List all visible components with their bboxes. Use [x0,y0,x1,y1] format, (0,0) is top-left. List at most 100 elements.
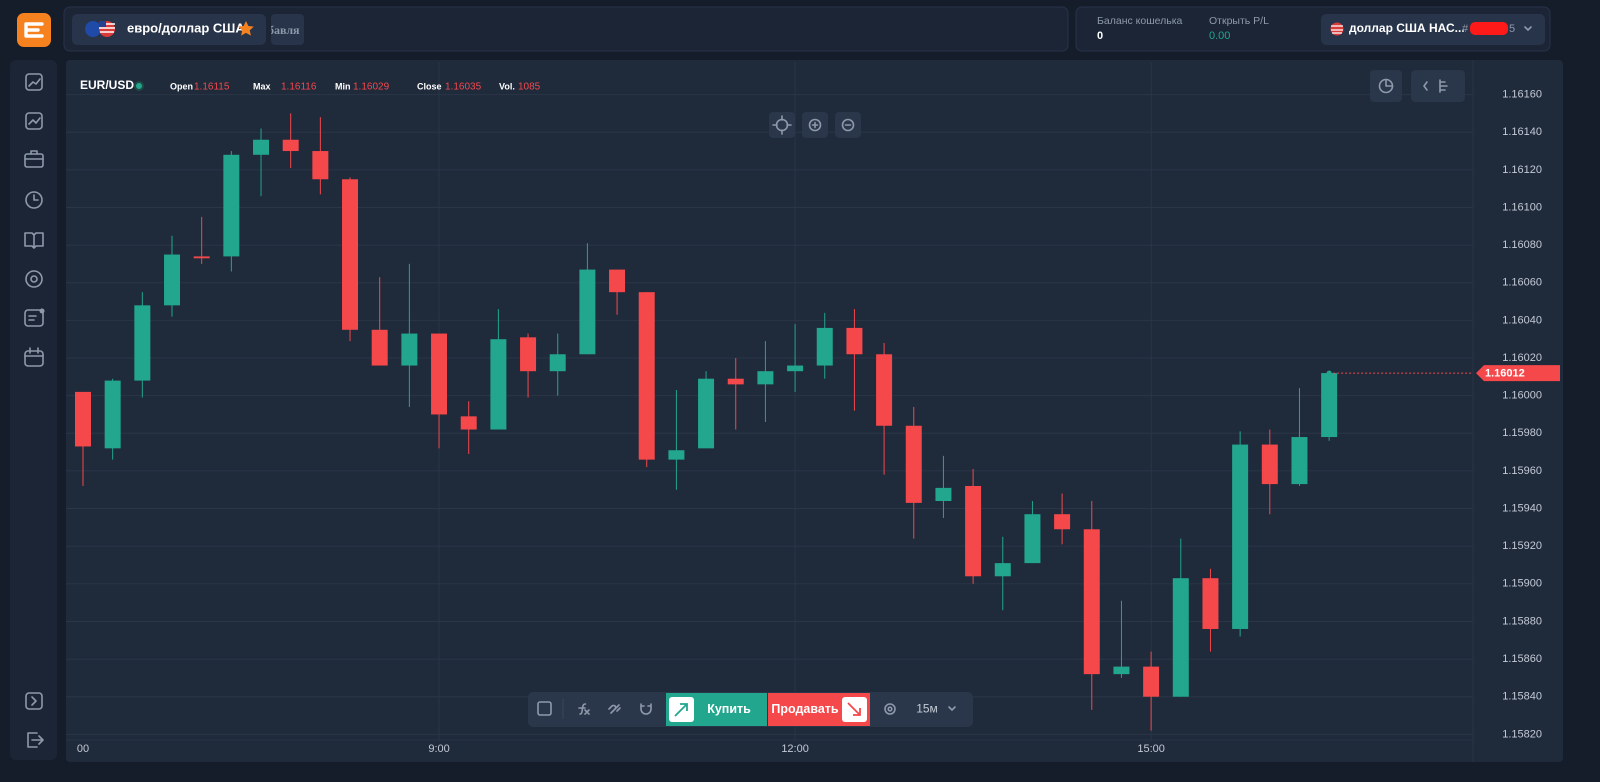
candle-body [935,487,952,502]
zoom-in-icon [808,118,822,132]
info-label: Min [335,81,351,91]
candle-body [609,269,626,293]
candle-body [579,269,596,355]
top-bar: евро/доллар США обавля Баланс кошелька 0… [17,6,1551,52]
y-tick-label: 1.15860 [1502,653,1542,665]
y-tick-label: 1.16040 [1502,314,1542,326]
candle-body [282,139,299,152]
x-tick-label: 12:00 [781,743,809,755]
account-prefix: # [1462,23,1469,35]
pair-name: евро/доллар США [127,20,245,35]
y-tick-label: 1.15820 [1502,728,1542,740]
y-tick-label: 1.16160 [1502,88,1542,100]
info-value: 1.16035 [445,82,482,93]
chart-controls [769,70,1465,138]
candle-body [668,450,685,460]
info-label: Close [417,81,442,91]
nav-settings[interactable] [25,270,43,288]
candle-body [757,371,774,385]
flag-us-small-stripes [1331,25,1343,34]
last-price-tag [1476,365,1560,382]
flag-us-canton [99,21,106,27]
info-label: Vol. [499,81,515,91]
trade-toolbar: Купить Продавать 15м [528,692,973,727]
y-tick-label: 1.16080 [1502,239,1542,251]
nav-analytics[interactable] [25,112,43,130]
timeframe[interactable]: 15м [916,702,938,716]
account-name: доллар США НАС... [1349,21,1465,35]
nav-education[interactable] [24,232,44,249]
candle-body [846,327,863,355]
info-value: 1.16115 [194,82,230,93]
zoom-out-icon [841,118,855,132]
candle-body [342,179,359,330]
candle-body [727,378,744,385]
y-tick-label: 1.15980 [1502,427,1542,439]
account-selector[interactable] [1321,14,1545,45]
pl-value: 0.00 [1209,30,1230,42]
favorite-star[interactable] [238,21,254,36]
candle-body [1054,514,1071,530]
timeframe-chevron [948,706,956,711]
candle-body [193,256,210,259]
settings-button[interactable] [884,703,896,715]
candle-body [1202,578,1219,629]
nav-portfolio[interactable] [24,150,44,168]
sell-label: Продавать [771,702,839,716]
candle-body [490,339,507,430]
candle-body [1261,444,1278,485]
sidebar-panel [10,60,57,760]
y-tick-label: 1.16100 [1502,201,1542,213]
flag-eu [85,21,101,37]
symbol: EUR/USD [80,78,134,92]
axes: 1.16160 1.16140 1.16120 1.16100 1.16080 1.160… [77,88,1560,755]
top-left-panel [63,6,1069,52]
pair-tab[interactable] [72,14,266,45]
nav-logout[interactable] [27,732,44,748]
balance-label: Баланс кошелька [1097,15,1183,27]
chart-info: EUR/USD Open 1.16115 Max 1.16116 Min 1.16029 C… [80,78,541,92]
indicators-button[interactable] [578,703,590,715]
drawing-button[interactable] [608,704,621,714]
nav-calendar[interactable] [24,347,44,367]
candle-body [431,333,448,415]
candle-body [816,327,833,366]
chart-type-icon-slice [1385,78,1394,87]
center-button[interactable] [769,112,795,138]
zoom-in-plus [811,121,819,129]
redaction [1470,22,1508,35]
candle-body [638,292,655,460]
candle-body [134,305,151,381]
add-button[interactable] [271,14,304,45]
y-tick-label: 1.15840 [1502,691,1542,703]
y-tick-label: 1.16020 [1502,352,1542,364]
x-tick-label: 9:00 [428,743,449,755]
nav-messages[interactable] [24,308,45,327]
panel-toggle-button[interactable] [1411,70,1465,102]
candle-body [1321,373,1338,438]
nav-trade[interactable] [25,73,43,91]
nav-expand[interactable] [25,692,43,710]
candle-body [223,154,240,257]
candle-body [787,365,804,372]
candle-body [164,254,181,306]
magnet-button[interactable] [640,703,652,715]
balance-value: 0 [1097,30,1103,42]
candle-body [1113,666,1130,675]
info-label: Open [170,81,193,91]
candle-body [994,563,1011,577]
candle-body [549,354,566,372]
nav-history[interactable] [25,191,43,209]
candle-body [1024,514,1041,564]
layout-button[interactable] [537,701,552,716]
settings-icon-core [887,706,893,712]
y-tick-label: 1.15960 [1502,465,1542,477]
sell-icon [847,702,861,716]
live-dot [134,81,144,91]
candle-body [905,425,922,503]
candle-body [1172,578,1189,697]
y-tick-label: 1.16120 [1502,164,1542,176]
info-label: Max [253,81,271,91]
candle-body [1232,444,1249,629]
